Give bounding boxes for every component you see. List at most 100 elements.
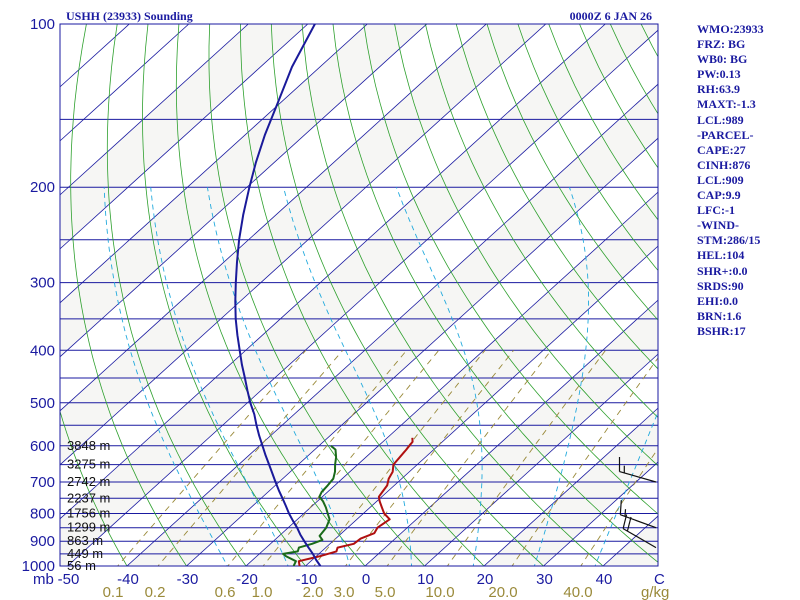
dry-adiabat [764, 24, 800, 578]
isotherm-line [60, 24, 547, 466]
pressure-tick-label: 300 [30, 275, 55, 292]
mixing-ratio-tick-label: 3.0 [334, 584, 355, 600]
mixing-ratio-line [446, 350, 606, 566]
chart-title: USHH (23933) Sounding [66, 9, 193, 23]
sounding-index-item: WMO:23933 [697, 22, 764, 36]
isotherm-line [60, 24, 249, 196]
isotherm-band [60, 24, 658, 566]
dry-adiabat [517, 24, 658, 272]
moist-adiabat [283, 187, 412, 566]
temperature-tick-label: -10 [296, 571, 318, 588]
pressure-tick-label: 700 [30, 474, 55, 491]
isotherm-line [245, 191, 658, 566]
sounding-trace-0 [297, 437, 414, 566]
mixing-ratio-tick-label: 0.2 [145, 584, 166, 600]
mixing-ratio-tick-label: 0.6 [215, 584, 236, 600]
temperature-tick-label: 40 [596, 571, 613, 588]
mixing-ratio-line [157, 350, 344, 566]
dry-adiabat [175, 24, 366, 566]
sounding-index-item: FRZ: BG [697, 37, 746, 52]
barb-half-flag [624, 509, 627, 517]
dry-adiabat [455, 24, 658, 370]
dry-adiabat [60, 409, 128, 566]
mixing-ratio-tick-label: 5.0 [375, 584, 396, 600]
sounding-index-item: BRN:1.6 [697, 308, 742, 323]
mixing-ratio-tick-label: 2.0 [303, 584, 324, 600]
height-label: 3275 m [67, 457, 110, 472]
dry-adiabat [795, 24, 800, 578]
sounding-index-item: STM:286/15 [697, 233, 761, 248]
plot-frame [59, 23, 659, 567]
height-label: 863 m [67, 533, 103, 548]
isotherm-line [60, 24, 606, 520]
mixing-ratio-tick-label: 0.1 [103, 584, 124, 600]
height-label: 56 m [67, 558, 96, 573]
height-label: 2237 m [67, 490, 110, 505]
isotherm-line [60, 24, 309, 250]
dry-adiabat [70, 24, 187, 566]
mixing-ratio-tick-label: 1.0 [252, 584, 273, 600]
moist-adiabat [150, 187, 289, 566]
sounding-index-item: LCL:909 [697, 172, 744, 187]
mixing-ratio-line [227, 350, 408, 566]
dry-adiabat [486, 24, 658, 321]
temperature-unit-label: C [654, 571, 665, 588]
sounding-index-item: -PARCEL- [697, 127, 754, 142]
mixing-ratio-line [386, 350, 552, 566]
temperature-tick-label: -20 [236, 571, 258, 588]
valid-time: 0000Z 6 JAN 26 [570, 9, 652, 23]
isotherm-line [60, 24, 428, 358]
sounding-index-item: PW:0.13 [697, 67, 741, 82]
pressure-tick-label: 200 [30, 179, 55, 196]
isotherm-line [67, 29, 658, 566]
temperature-tick-label: -30 [177, 571, 199, 588]
wind-barbs [618, 457, 657, 549]
height-label: 2742 m [67, 474, 110, 489]
temperature-tick-label: -40 [117, 571, 139, 588]
height-label: 449 m [67, 546, 103, 561]
dry-adiabat [363, 24, 658, 515]
temperature-tick-label: 0 [362, 571, 370, 588]
sounding-index-item: WB0: BG [697, 52, 748, 67]
sounding-index-item: CAPE:27 [697, 142, 746, 157]
moist-adiabat [594, 410, 658, 566]
sounding-index-item: -WIND- [697, 218, 739, 233]
dry-adiabat [240, 24, 485, 566]
height-label: 3848 m [67, 438, 110, 453]
dry-adiabat [106, 24, 247, 566]
moist-adiabat [206, 187, 351, 566]
mixing-ratio-tick-label: 40.0 [563, 584, 592, 600]
pressure-tick-label: 800 [30, 506, 55, 523]
dry-adiabat [208, 24, 426, 566]
moist-adiabat [103, 187, 228, 566]
height-label: 1756 m [67, 506, 110, 521]
isotherm-line [305, 245, 658, 566]
pressure-tick-label: 600 [30, 438, 55, 455]
isotherm-line [60, 24, 190, 142]
dry-adiabat [270, 24, 545, 566]
dry-adiabat [332, 24, 658, 563]
barb-flag [619, 500, 622, 515]
sounding-index-item: RH:63.9 [697, 82, 740, 97]
temperature-tick-label: 30 [536, 571, 553, 588]
isotherm-line [483, 407, 658, 566]
dry-adiabat [394, 24, 658, 467]
isotherm-line [543, 461, 658, 566]
pressure-tick-label: 500 [30, 395, 55, 412]
temperature-tick-label: 20 [477, 571, 494, 588]
pressure-tick-label: 900 [30, 533, 55, 550]
sounding-index-item: EHI:0.0 [697, 293, 739, 308]
dry-adiabat [301, 24, 604, 566]
mixing-ratio-line [313, 350, 486, 566]
sounding-traces [234, 24, 414, 566]
pressure-tick-label: 100 [30, 16, 55, 33]
sounding-index-item: BSHR:17 [697, 323, 746, 338]
temperature-tick-label: -50 [58, 571, 80, 588]
mixing-ratio-line [117, 350, 307, 566]
barb-flag [622, 514, 628, 529]
isotherm-line [60, 24, 368, 304]
moist-adiabat [533, 187, 589, 566]
sounding-trace-2 [234, 24, 322, 566]
